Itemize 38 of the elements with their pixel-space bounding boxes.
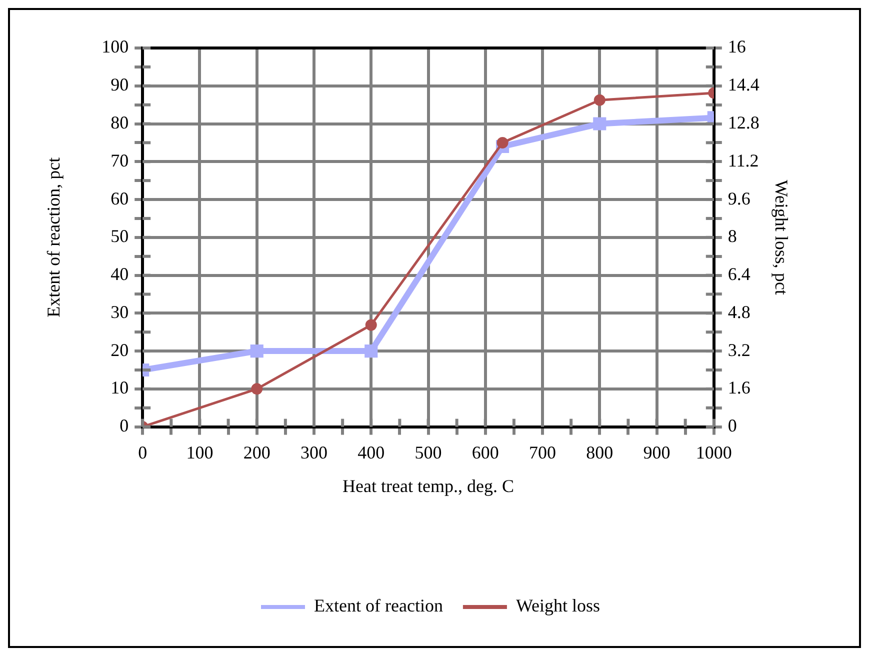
y-axis-title: Extent of reaction, pct <box>44 157 64 318</box>
x-tick-label: 0 <box>138 442 148 462</box>
y-tick-label: 70 <box>110 150 129 170</box>
x-tick-label: 600 <box>472 442 499 462</box>
y2-tick-label: 16 <box>728 36 746 57</box>
y2-tick-label: 4.8 <box>728 302 750 322</box>
x-tick-label: 200 <box>243 442 270 462</box>
x-tick-label: 1000 <box>696 442 732 462</box>
x-tick-label: 400 <box>358 442 385 462</box>
y-tick-label: 50 <box>110 226 129 246</box>
y2-tick-label: 3.2 <box>728 340 750 360</box>
y2-tick-label: 1.6 <box>728 378 750 398</box>
x-tick-label: 700 <box>529 442 556 462</box>
x-tick-label: 900 <box>643 442 670 462</box>
y-tick-label: 100 <box>102 36 129 57</box>
y-tick-label: 0 <box>120 416 129 436</box>
y-tick-label: 30 <box>110 302 129 322</box>
y2-tick-label: 9.6 <box>728 188 750 208</box>
x-axis-title: Heat treat temp., deg. C <box>342 476 514 496</box>
x-tick-label: 100 <box>186 442 214 462</box>
y2-tick-label: 0 <box>728 416 737 436</box>
y2-tick-label: 8 <box>728 226 737 246</box>
legend-label: Weight loss <box>516 596 600 616</box>
legend-label: Extent of reaction <box>314 596 443 616</box>
y2-tick-label: 6.4 <box>728 264 750 284</box>
y2-axis-title: Weight loss, pct <box>771 180 792 295</box>
y-tick-label: 40 <box>110 264 129 284</box>
y-tick-label: 20 <box>110 340 129 360</box>
y-tick-label: 90 <box>110 74 129 95</box>
x-tick-label: 300 <box>300 442 328 462</box>
x-tick-label: 500 <box>414 442 442 462</box>
y-tick-label: 60 <box>110 188 129 208</box>
y2-tick-label: 12.8 <box>728 112 760 132</box>
y-tick-label: 80 <box>110 112 129 132</box>
y2-tick-label: 14.4 <box>728 74 760 95</box>
y2-tick-label: 11.2 <box>728 150 759 170</box>
y-tick-label: 10 <box>110 378 129 398</box>
x-tick-label: 800 <box>586 442 614 462</box>
